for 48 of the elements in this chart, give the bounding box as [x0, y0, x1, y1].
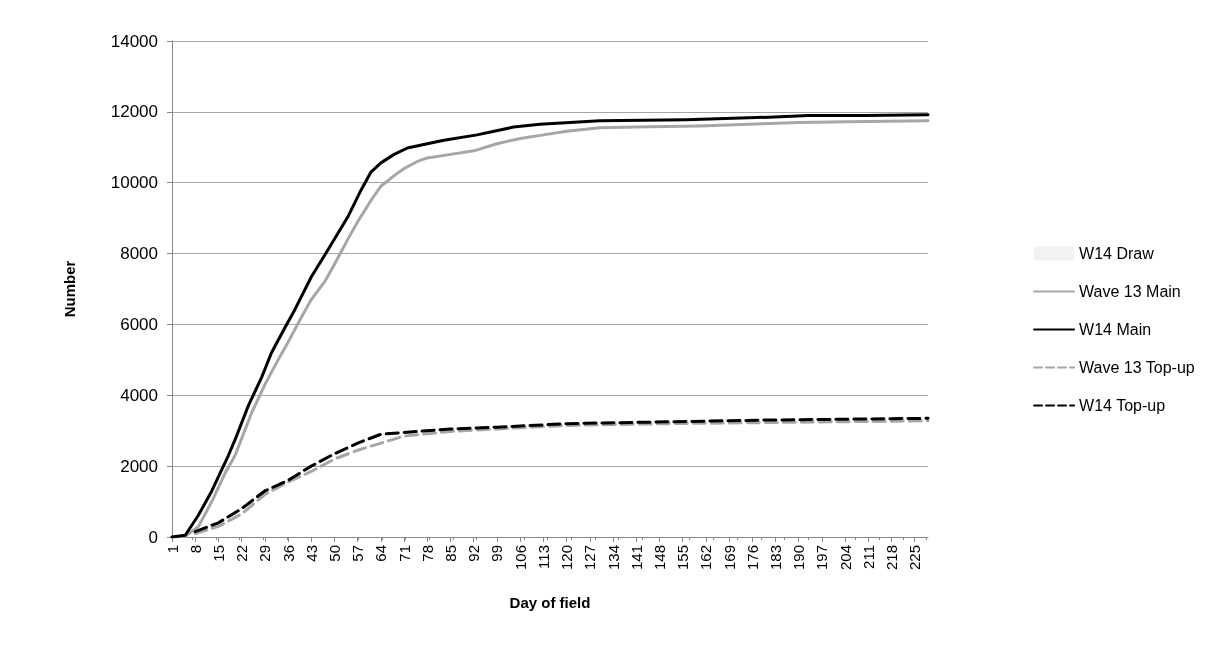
x-tick-label: 113	[534, 545, 552, 569]
y-tick-label: 0	[148, 527, 158, 547]
x-tick-label: 78	[418, 545, 436, 562]
x-tick-label: 134	[604, 545, 622, 571]
y-tick-label: 8000	[120, 244, 158, 264]
x-tick-label: 71	[395, 545, 413, 562]
x-tick-label: 204	[836, 545, 854, 571]
x-tick-label: 15	[209, 545, 227, 562]
x-tick-label: 197	[813, 545, 831, 571]
x-tick-label: 29	[256, 545, 274, 562]
x-tick-label: 141	[627, 545, 645, 571]
y-axis-title: Number	[61, 260, 78, 318]
y-tick-label: 2000	[120, 456, 158, 476]
x-tick-label: 176	[743, 545, 761, 571]
x-tick-label: 8	[186, 545, 204, 554]
x-tick-label: 64	[372, 545, 390, 562]
x-tick-label: 225	[906, 545, 924, 571]
x-tick-label: 127	[581, 545, 599, 571]
x-tick-label: 85	[442, 545, 460, 562]
legend-label: Wave 13 Main	[1079, 283, 1181, 300]
legend-label: W14 Main	[1079, 321, 1152, 338]
x-tick-label: 162	[697, 545, 715, 571]
x-tick-label: 190	[790, 545, 808, 571]
x-tick-label: 22	[233, 545, 251, 562]
x-tick-label: 120	[558, 545, 576, 571]
x-tick-label: 183	[766, 545, 784, 571]
y-tick-label: 4000	[120, 385, 158, 405]
x-tick-label: 169	[720, 545, 738, 571]
x-tick-label: 211	[859, 545, 877, 569]
legend-label: W14 Draw	[1079, 245, 1155, 262]
y-tick-label: 12000	[110, 102, 158, 122]
x-tick-label: 92	[465, 545, 483, 562]
x-axis-title: Day of field	[509, 594, 591, 611]
y-tick-label: 14000	[110, 31, 158, 51]
x-tick-label: 36	[279, 545, 297, 562]
legend-label: Wave 13 Top-up	[1079, 359, 1195, 376]
y-tick-label: 10000	[110, 173, 158, 193]
x-tick-label: 1	[163, 545, 181, 554]
x-tick-label: 218	[883, 545, 901, 571]
y-tick-label: 6000	[120, 314, 158, 334]
x-tick-label: 99	[488, 545, 506, 562]
x-tick-label: 148	[650, 545, 668, 571]
x-tick-label: 57	[349, 545, 367, 562]
x-tick-label: 106	[511, 545, 529, 571]
legend-label: W14 Top-up	[1079, 397, 1166, 414]
x-tick-label: 155	[674, 545, 692, 571]
x-tick-label: 50	[325, 545, 343, 562]
x-tick-label: 43	[302, 545, 320, 562]
